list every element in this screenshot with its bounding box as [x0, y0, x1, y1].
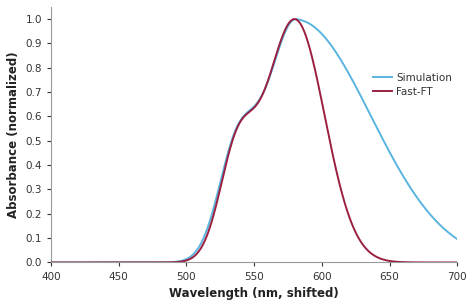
Simulation [48, 261, 54, 264]
X-axis label: Wavelength (nm, shifted): Wavelength (nm, shifted) [169, 287, 339, 300]
Simulation [69, 261, 74, 264]
Simulation [293, 17, 299, 21]
Y-axis label: Absorbance (normalized): Absorbance (normalized) [7, 51, 20, 218]
Fast-FT [48, 261, 54, 264]
Fast-FT [368, 251, 374, 255]
Simulation [235, 123, 241, 127]
Fast-FT [443, 261, 448, 264]
Legend: Simulation, Fast-FT: Simulation, Fast-FT [369, 68, 456, 101]
Simulation [246, 110, 251, 113]
Simulation [443, 228, 448, 232]
Fast-FT [235, 125, 241, 128]
Fast-FT [455, 261, 460, 264]
Simulation [443, 228, 448, 232]
Fast-FT [443, 261, 448, 264]
Fast-FT [246, 111, 251, 115]
Line: Fast-FT: Fast-FT [51, 19, 457, 262]
Simulation [368, 115, 374, 118]
Fast-FT [292, 17, 297, 21]
Line: Simulation: Simulation [51, 19, 457, 262]
Fast-FT [69, 261, 74, 264]
Simulation [455, 237, 460, 241]
